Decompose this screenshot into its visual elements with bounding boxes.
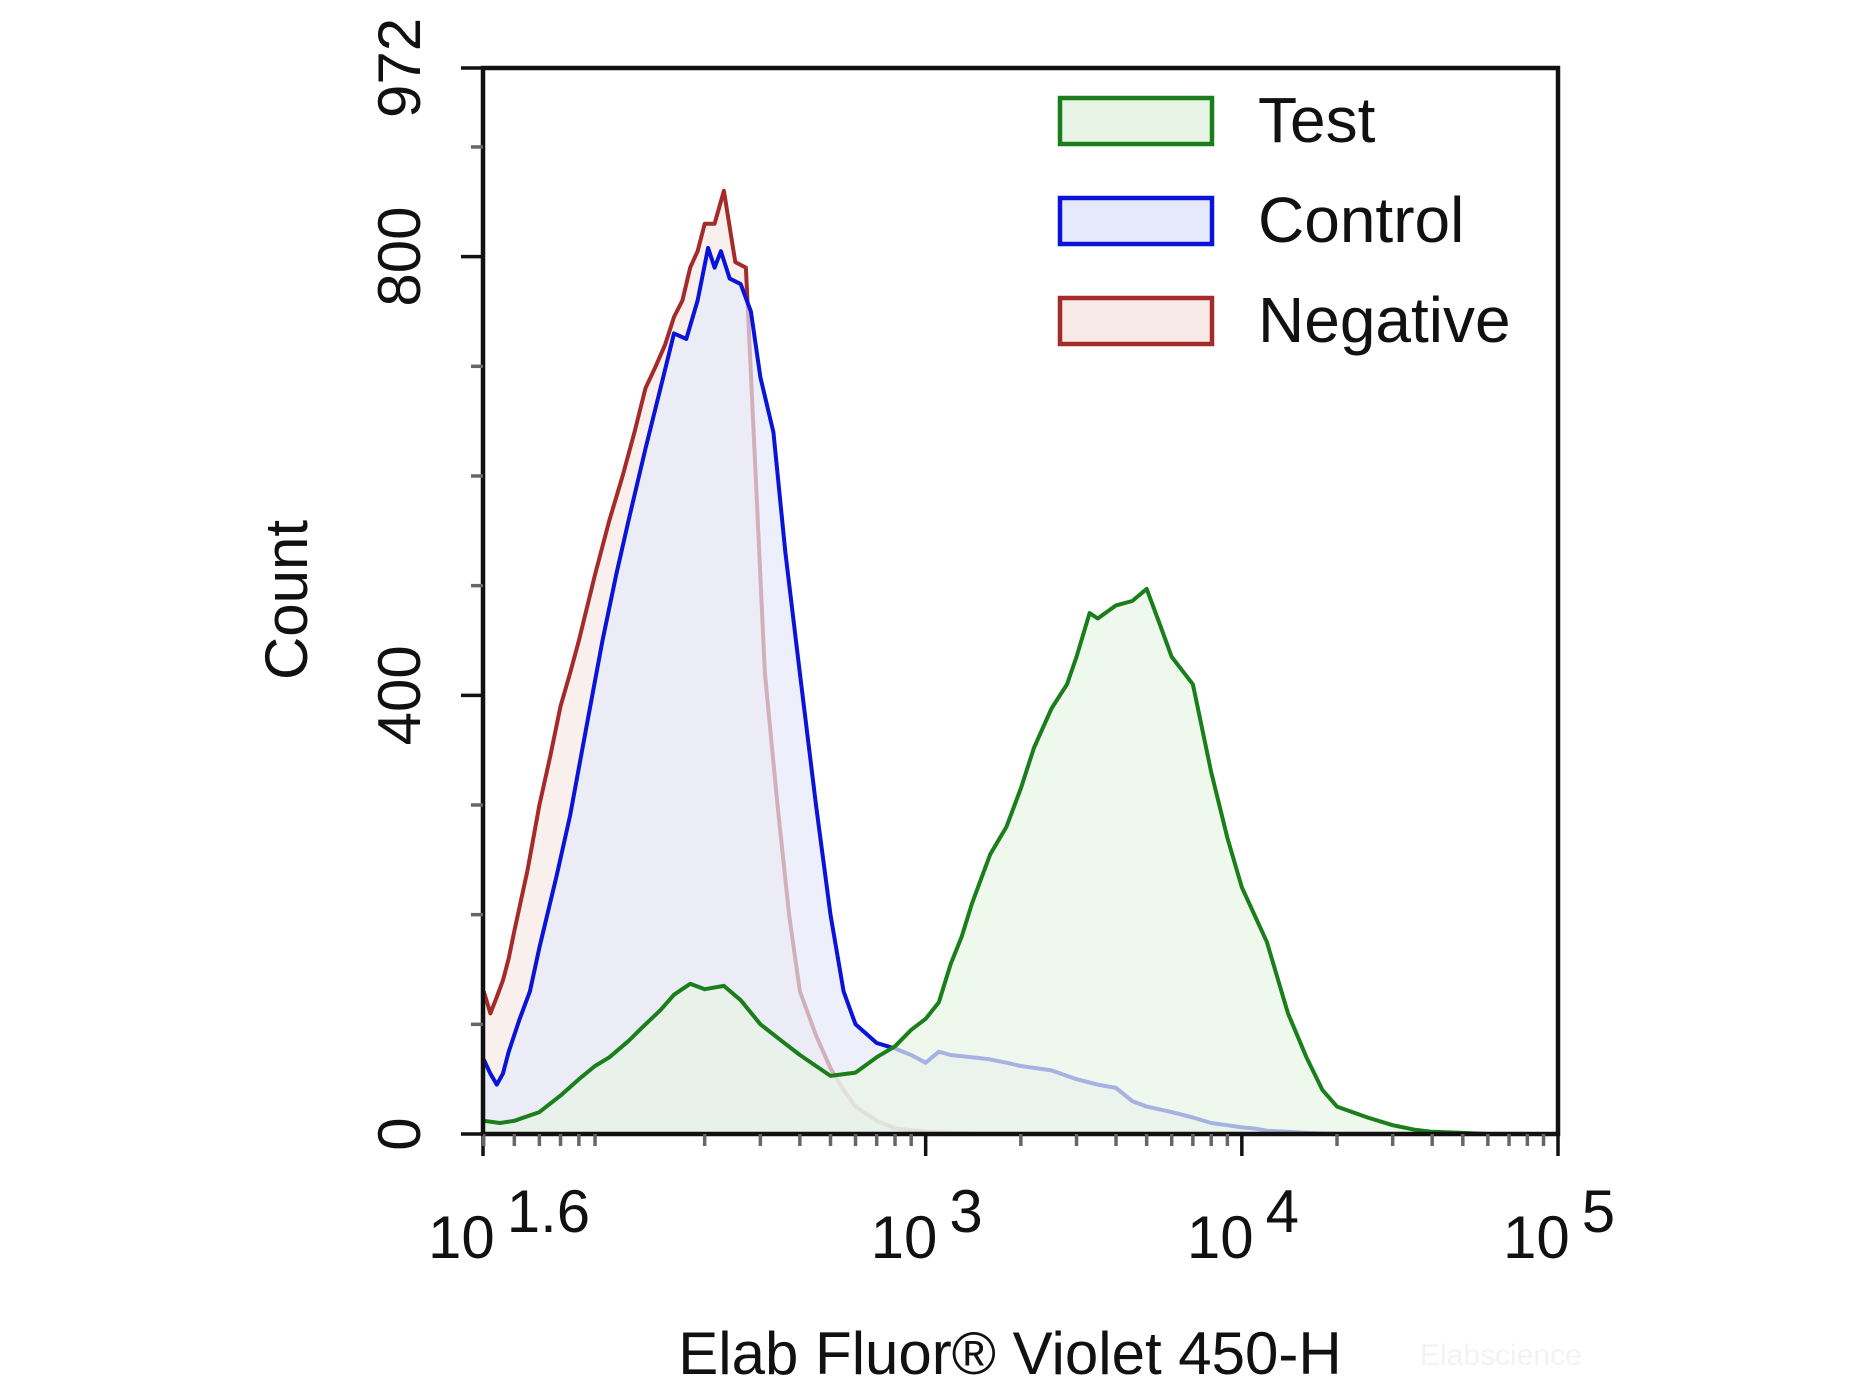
x-tick-label: 10 3 <box>871 1178 983 1271</box>
ticks-layer: 10 1.6 10 3 10 4 10 5 0 400 800 972 <box>366 18 1615 1271</box>
legend-label-negative: Negative <box>1258 284 1511 356</box>
y-tick-label: 972 <box>366 18 433 118</box>
series-layer <box>481 188 1559 1136</box>
series-test-fill <box>483 588 1559 1134</box>
x-tick-label: 10 5 <box>1503 1178 1615 1271</box>
series-control-fill <box>483 247 1559 1134</box>
legend-swatch-test <box>1057 95 1215 147</box>
watermark-text: Elabscience <box>1420 1339 1582 1372</box>
legend-swatch-negative <box>1057 295 1215 347</box>
legend-swatch-control <box>1057 195 1215 247</box>
x-tick-label: 10 1.6 <box>428 1178 590 1271</box>
y-tick-label: 800 <box>366 207 433 307</box>
legend: Test Control Negative <box>1057 84 1511 356</box>
y-tick-label: 0 <box>366 1117 433 1150</box>
x-tick-label: 10 4 <box>1187 1178 1299 1271</box>
series-test-line <box>483 586 1558 1136</box>
x-axis-title: Elab Fluor® Violet 450-H <box>678 1320 1341 1387</box>
y-axis-title: Count <box>253 520 320 680</box>
legend-label-control: Control <box>1258 184 1464 256</box>
legend-label-test: Test <box>1258 84 1376 156</box>
y-tick-label: 400 <box>366 645 433 745</box>
